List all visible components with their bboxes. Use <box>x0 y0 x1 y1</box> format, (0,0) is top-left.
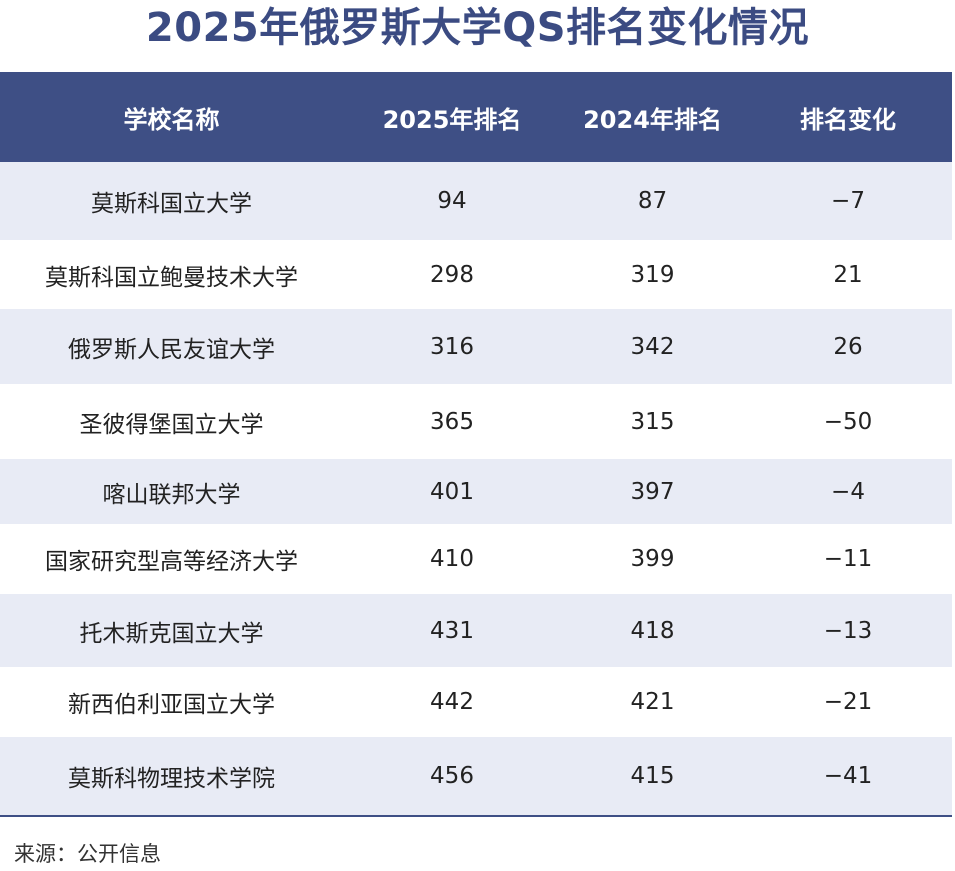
rank-2024-cell: 315 <box>630 408 675 435</box>
rank-change-cell: −13 <box>823 617 873 644</box>
chart-title: 2025年俄罗斯大学QS排名变化情况 <box>145 5 810 51</box>
table-row: 喀山联邦大学 401 397 −4 <box>0 459 952 524</box>
rank-change-cell: −41 <box>823 763 873 789</box>
table-row: 新西伯利亚国立大学 442 421 −21 <box>0 667 952 737</box>
table-row: 国家研究型高等经济大学 410 399 −11 <box>0 524 952 594</box>
rank-2024-cell: 319 <box>630 261 675 288</box>
rank-2025-cell: 365 <box>430 408 474 435</box>
table-row: 托木斯克国立大学 431 418 −13 <box>0 594 952 667</box>
ranking-table: 学校名称 2025年排名 2024年排名 排名变化 莫斯科国立大学 94 87 −7 莫… <box>0 72 952 817</box>
rank-2024-cell: 399 <box>630 546 675 572</box>
school-name-cell: 俄罗斯人民友谊大学 <box>68 336 275 363</box>
school-name-cell: 莫斯科国立大学 <box>91 191 252 217</box>
header-school-name: 学校名称 <box>123 105 220 134</box>
table-bottom-border <box>0 815 952 817</box>
rank-change-cell: 21 <box>833 261 863 288</box>
school-name-cell: 莫斯科国立鲍曼技术大学 <box>45 264 298 291</box>
table-header: 学校名称 2025年排名 2024年排名 排名变化 <box>0 72 952 162</box>
rank-2025-cell: 316 <box>430 333 474 360</box>
rank-change-cell: −50 <box>823 408 873 435</box>
school-name-cell: 托木斯克国立大学 <box>79 620 264 647</box>
rank-change-cell: −4 <box>831 478 865 505</box>
rank-2025-cell: 410 <box>430 546 474 572</box>
rank-change-cell: −21 <box>823 689 873 715</box>
table-row: 圣彼得堡国立大学 365 315 −50 <box>0 384 952 459</box>
table-row: 莫斯科国立鲍曼技术大学 298 319 21 <box>0 240 952 309</box>
rank-2024-cell: 421 <box>630 689 675 715</box>
rank-2024-cell: 418 <box>630 617 675 644</box>
rank-2024-cell: 415 <box>630 763 675 789</box>
school-name-cell: 圣彼得堡国立大学 <box>79 411 264 438</box>
rank-change-cell: 26 <box>833 333 863 360</box>
rank-change-cell: −7 <box>831 188 865 214</box>
rank-change-cell: −11 <box>823 546 873 572</box>
source-note: 来源：公开信息 <box>14 842 161 866</box>
table-body: 莫斯科国立大学 94 87 −7 莫斯科国立鲍曼技术大学 298 319 21 俄罗斯人民友谊大… <box>0 162 952 815</box>
rank-2024-cell: 397 <box>630 478 675 505</box>
rank-2025-cell: 442 <box>430 689 474 715</box>
rank-2025-cell: 431 <box>430 617 474 644</box>
table-row: 莫斯科物理技术学院 456 415 −41 <box>0 737 952 815</box>
school-name-cell: 国家研究型高等经济大学 <box>45 549 298 575</box>
rank-2024-cell: 342 <box>630 333 675 360</box>
table-row: 莫斯科国立大学 94 87 −7 <box>0 162 952 240</box>
header-rank-change: 排名变化 <box>800 105 896 134</box>
rank-2025-cell: 298 <box>430 261 474 288</box>
school-name-cell: 莫斯科物理技术学院 <box>68 766 275 792</box>
header-rank-2024: 2024年排名 <box>583 105 722 134</box>
school-name-cell: 喀山联邦大学 <box>102 481 241 508</box>
school-name-cell: 新西伯利亚国立大学 <box>68 692 275 718</box>
rank-2025-cell: 401 <box>430 478 474 505</box>
rank-2025-cell: 94 <box>437 188 467 214</box>
rank-2024-cell: 87 <box>637 188 668 214</box>
header-rank-2025: 2025年排名 <box>382 105 522 134</box>
table-row: 俄罗斯人民友谊大学 316 342 26 <box>0 309 952 384</box>
rank-2025-cell: 456 <box>430 763 474 789</box>
